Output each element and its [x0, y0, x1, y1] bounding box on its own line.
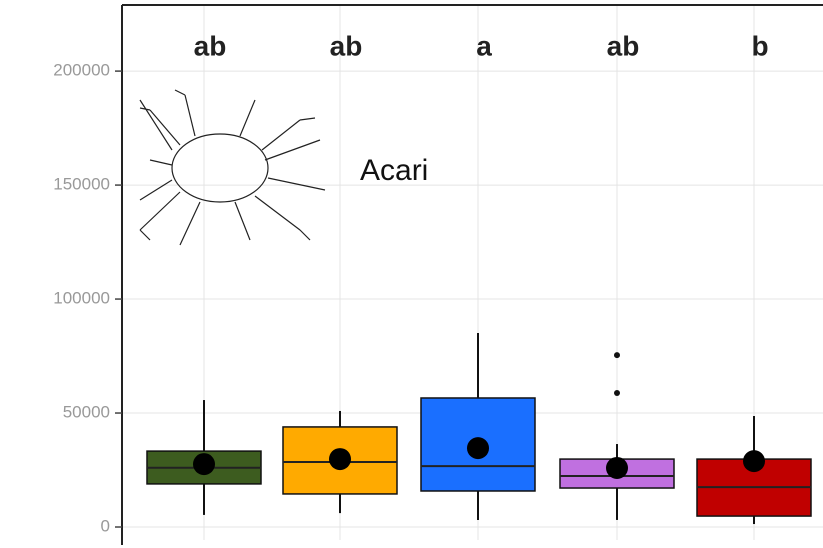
mite-icon	[139, 89, 326, 246]
mean-point	[193, 453, 215, 476]
significance-letter: ab	[330, 30, 363, 61]
y-tick-label: 150000	[53, 175, 110, 194]
outlier	[614, 389, 620, 396]
significance-letter: ab	[607, 30, 640, 61]
mean-point	[743, 450, 765, 473]
annotation: Acari	[360, 154, 428, 187]
y-tick-label: 0	[101, 516, 110, 535]
mean-point	[606, 456, 628, 479]
mean-point	[329, 448, 351, 471]
outlier	[614, 352, 620, 359]
y-tick-label: 100000	[53, 289, 110, 308]
significance-letter: a	[476, 30, 492, 61]
significance-letter: ab	[194, 30, 227, 61]
y-tick-label: 200000	[53, 61, 110, 80]
marks	[146, 333, 812, 525]
mean-point	[467, 437, 489, 460]
significance-letter: b	[751, 30, 768, 61]
y-tick-label: 50000	[63, 403, 110, 422]
